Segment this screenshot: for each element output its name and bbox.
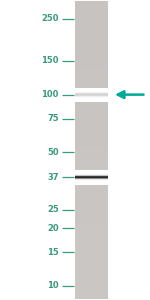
Text: 15: 15 [47, 248, 59, 256]
Text: 100: 100 [41, 90, 59, 99]
Text: 25: 25 [47, 205, 59, 214]
Text: 250: 250 [41, 14, 59, 23]
Text: 37: 37 [47, 173, 59, 182]
Text: 50: 50 [47, 148, 59, 157]
Text: 20: 20 [47, 224, 59, 233]
Text: 10: 10 [47, 281, 59, 290]
Text: 75: 75 [47, 114, 59, 123]
Text: 150: 150 [41, 56, 59, 65]
